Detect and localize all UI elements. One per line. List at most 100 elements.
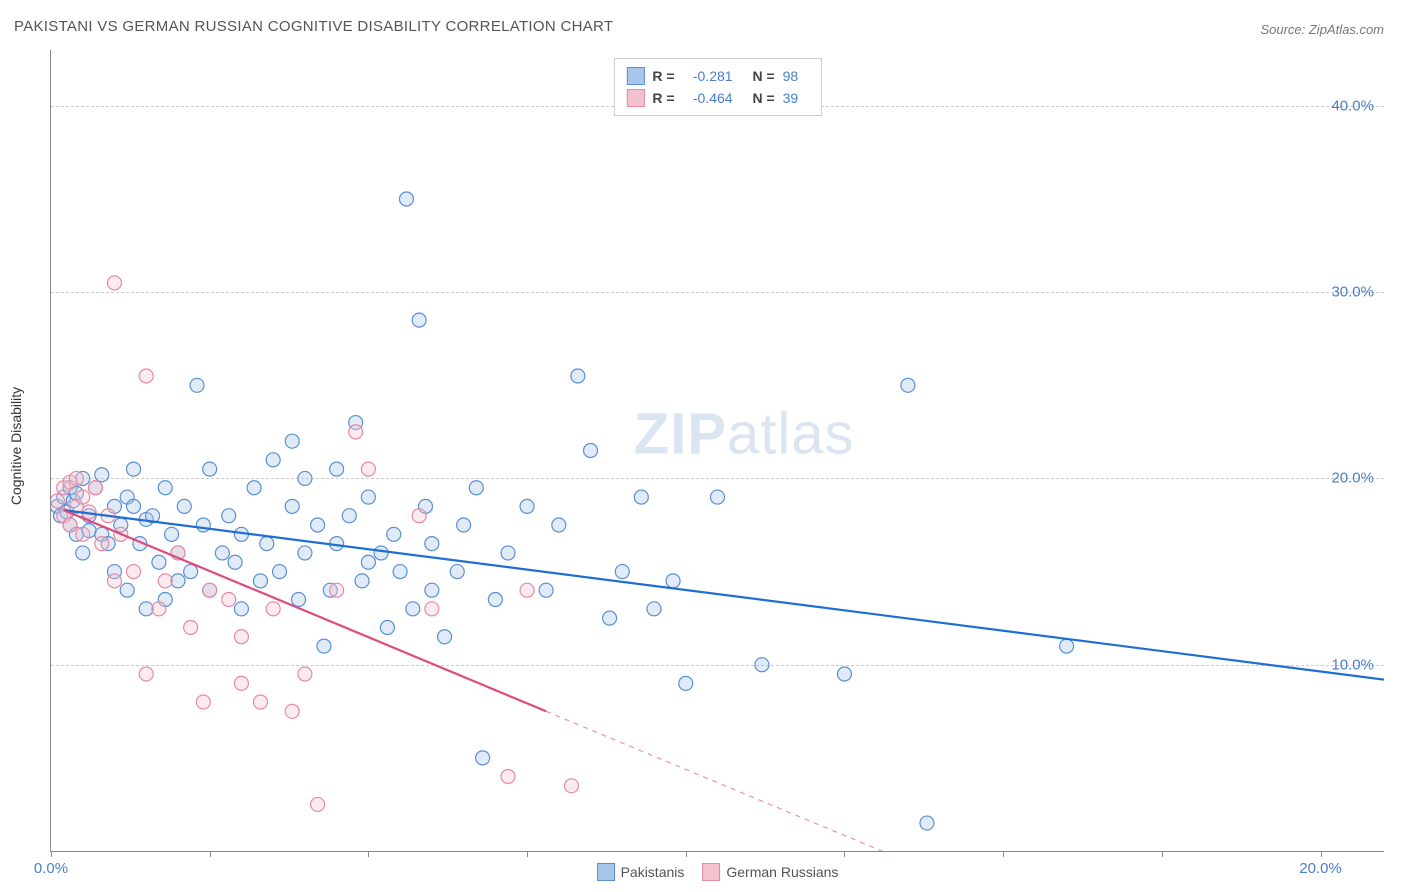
n-label: N =: [752, 87, 774, 109]
data-point: [260, 537, 274, 551]
data-point: [222, 509, 236, 523]
r-label: R =: [652, 65, 674, 87]
data-point: [222, 593, 236, 607]
data-point: [634, 490, 648, 504]
data-point: [615, 565, 629, 579]
data-point: [120, 583, 134, 597]
data-point: [920, 816, 934, 830]
data-point: [95, 537, 109, 551]
data-point: [88, 481, 102, 495]
x-tick-label: 0.0%: [34, 860, 68, 877]
data-point: [127, 462, 141, 476]
r-value: -0.464: [683, 87, 733, 109]
data-point: [666, 574, 680, 588]
data-point: [158, 481, 172, 495]
data-point: [139, 602, 153, 616]
chart-source: Source: ZipAtlas.com: [1260, 22, 1384, 37]
legend-stats-row-1: R = -0.464 N = 39: [626, 87, 808, 109]
data-point: [901, 378, 915, 392]
data-point: [152, 555, 166, 569]
n-value: 39: [783, 87, 809, 109]
x-tick: [1003, 851, 1004, 857]
data-point: [266, 602, 280, 616]
data-point: [647, 602, 661, 616]
data-point: [234, 602, 248, 616]
data-point: [355, 574, 369, 588]
data-point: [184, 565, 198, 579]
data-point: [127, 499, 141, 513]
data-point: [457, 518, 471, 532]
data-point: [184, 620, 198, 634]
data-point: [488, 593, 502, 607]
data-point: [234, 630, 248, 644]
data-point: [171, 574, 185, 588]
x-tick: [686, 851, 687, 857]
x-tick: [368, 851, 369, 857]
data-point: [476, 751, 490, 765]
data-point: [584, 444, 598, 458]
data-point: [425, 583, 439, 597]
chart-area: ZIPatlas R = -0.281 N = 98 R = -0.464 N …: [50, 50, 1384, 852]
data-point: [311, 518, 325, 532]
data-point: [387, 527, 401, 541]
x-tick: [1321, 851, 1322, 857]
data-point: [361, 555, 375, 569]
data-point: [203, 583, 217, 597]
data-point: [679, 676, 693, 690]
data-point: [165, 527, 179, 541]
data-point: [247, 481, 261, 495]
legend-stats: R = -0.281 N = 98 R = -0.464 N = 39: [613, 58, 821, 116]
data-point: [228, 555, 242, 569]
data-point: [501, 546, 515, 560]
data-point: [76, 490, 90, 504]
data-point: [412, 509, 426, 523]
data-point: [406, 602, 420, 616]
data-point: [95, 468, 109, 482]
data-point: [69, 471, 83, 485]
data-point: [501, 769, 515, 783]
data-point: [76, 546, 90, 560]
data-point: [330, 583, 344, 597]
data-point: [755, 658, 769, 672]
data-point: [177, 499, 191, 513]
data-point: [285, 434, 299, 448]
swatch-icon: [626, 89, 644, 107]
data-point: [450, 565, 464, 579]
data-point: [317, 639, 331, 653]
data-point: [552, 518, 566, 532]
legend-item: German Russians: [702, 863, 838, 881]
data-point: [298, 471, 312, 485]
data-point: [298, 667, 312, 681]
n-value: 98: [783, 65, 809, 87]
data-point: [374, 546, 388, 560]
data-point: [266, 453, 280, 467]
data-point: [215, 546, 229, 560]
data-point: [412, 313, 426, 327]
x-tick: [527, 851, 528, 857]
x-tick: [844, 851, 845, 857]
data-point: [603, 611, 617, 625]
data-point: [330, 462, 344, 476]
swatch-icon: [702, 863, 720, 881]
legend-label: German Russians: [726, 864, 838, 880]
y-axis-label: Cognitive Disability: [8, 387, 24, 505]
scatter-plot: [51, 50, 1384, 851]
data-point: [349, 425, 363, 439]
legend-label: Pakistanis: [621, 864, 685, 880]
data-point: [253, 695, 267, 709]
data-point: [127, 565, 141, 579]
data-point: [285, 704, 299, 718]
data-point: [361, 490, 375, 504]
x-tick: [210, 851, 211, 857]
data-point: [425, 537, 439, 551]
trend-line-extrapolated: [546, 711, 971, 851]
data-point: [190, 378, 204, 392]
data-point: [1060, 639, 1074, 653]
data-point: [565, 779, 579, 793]
data-point: [203, 462, 217, 476]
data-point: [107, 574, 121, 588]
data-point: [298, 546, 312, 560]
data-point: [711, 490, 725, 504]
x-tick: [51, 851, 52, 857]
data-point: [107, 276, 121, 290]
